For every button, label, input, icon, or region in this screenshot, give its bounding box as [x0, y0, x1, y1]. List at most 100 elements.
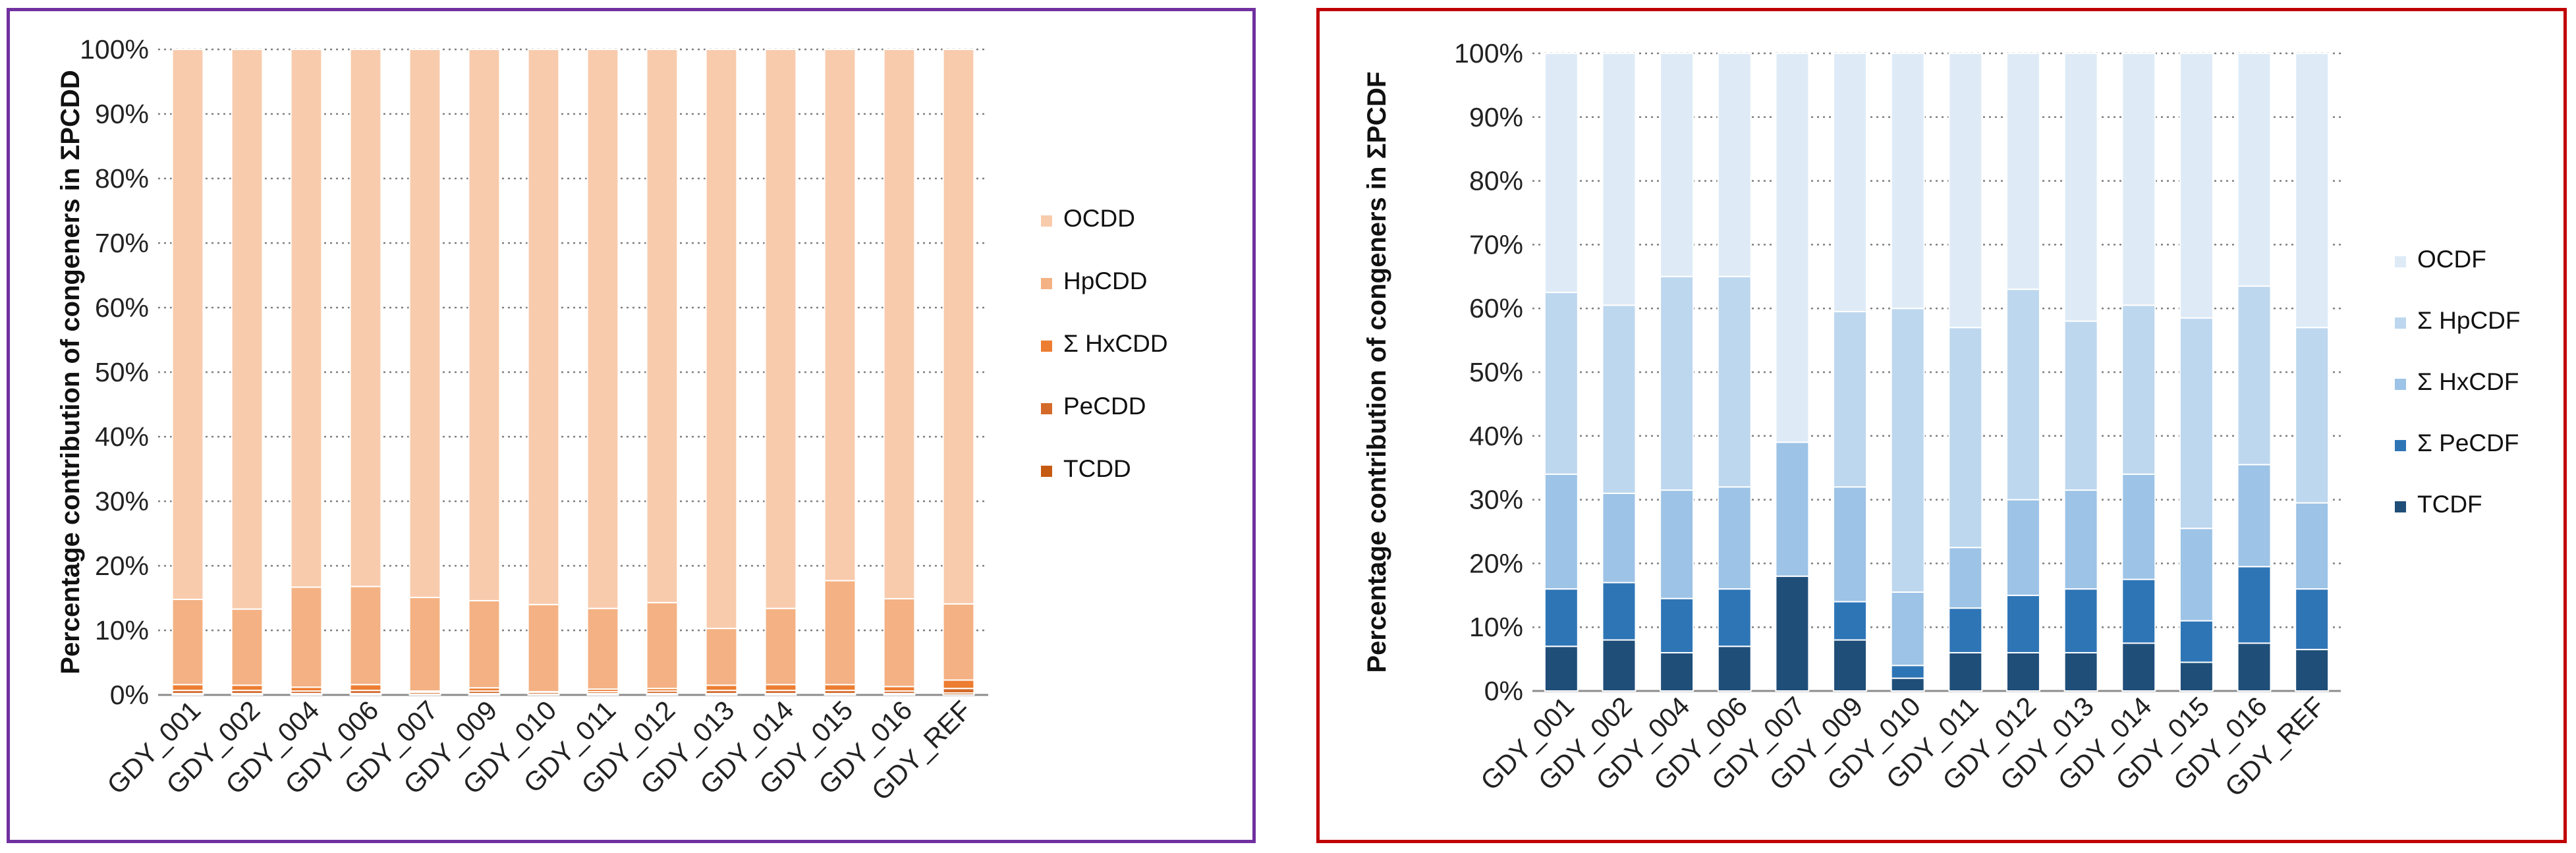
- y-tick-label: 70%: [1469, 229, 1523, 260]
- bar-segment-hpcdd: [764, 607, 797, 686]
- pcdf-chart-panel: 0% 10% 20% 30% 40% 50% 60% 70% 80% 90% 100% GDY_001…: [1316, 8, 2567, 843]
- legend-label: OCDD: [1063, 205, 1135, 232]
- bar-segment-ocdd: [290, 49, 323, 588]
- bar-segment-ocdf: [1833, 53, 1868, 313]
- y-tick-label: 30%: [95, 486, 149, 516]
- bar-segment-hxcdd: [231, 684, 264, 692]
- bar-segment-ocdd: [883, 49, 916, 599]
- bar-segment-hpcdf: [2295, 327, 2330, 504]
- bar-segment-ocdd: [646, 49, 679, 603]
- y-tick-label: 10%: [95, 615, 149, 646]
- y-tick-label: 100%: [1454, 38, 1523, 69]
- bar-segment-hpcdf: [1660, 275, 1694, 491]
- bar-segment-pecdf: [2237, 566, 2272, 644]
- bar-segment-hpcdf: [1948, 327, 1983, 549]
- bar-segment-hpcdd: [349, 586, 382, 686]
- bar-segment-hpcdf: [2237, 285, 2272, 466]
- bar-segment-hxcdf: [1775, 441, 1810, 577]
- bar-segment-tcdf: [2121, 642, 2156, 692]
- bar-segment-hpcdd: [942, 603, 975, 681]
- bar-segment-ocdf: [1717, 53, 1752, 277]
- legend-label: Σ HxCDF: [2417, 368, 2519, 395]
- bar-segment-hpcdf: [1833, 311, 1868, 488]
- legend-swatch-pecdd: [1041, 403, 1052, 414]
- bar-segment-hpcdd: [468, 599, 501, 689]
- bar-segment-ocdf: [2005, 53, 2040, 290]
- y-tick-label: 20%: [1469, 548, 1523, 578]
- bar-segment-hxcdd: [764, 684, 797, 692]
- bar-segment-ocdd: [468, 49, 501, 601]
- bar-segment-hpcdd: [527, 603, 560, 693]
- bar-segment-ocdd: [349, 49, 382, 588]
- bar-segment-hpcdf: [1602, 304, 1637, 494]
- legend-swatch-ocdf: [2395, 256, 2406, 267]
- legend-label: Σ HpCDF: [2417, 307, 2521, 334]
- y-tick-label: 80%: [1469, 166, 1523, 196]
- pcdd-chart-panel: 0% 10% 20% 30% 40% 50% 60% 70% 80% 90% 100% GDY_001…: [7, 8, 1256, 843]
- bar-segment-pecdf: [2121, 578, 2156, 644]
- legend-label: HpCDD: [1063, 267, 1147, 294]
- legend-swatch-hpcdd: [1041, 278, 1052, 289]
- y-tick-label: 90%: [95, 99, 149, 129]
- bar-segment-hxcdf: [2295, 502, 2330, 590]
- bar-segment-ocdf: [1775, 53, 1810, 443]
- legend-label: PeCDD: [1063, 393, 1146, 420]
- y-tick-label: 20%: [95, 551, 149, 581]
- y-tick-label: 100%: [80, 34, 149, 65]
- legend-swatch-hpcdf: [2395, 317, 2406, 329]
- legend-swatch-tcdd: [1041, 466, 1052, 477]
- bar-segment-ocdf: [2063, 53, 2098, 322]
- y-tick-label: 60%: [1469, 293, 1523, 323]
- pcdd-stacked-bar-chart: 0%10%20%30%40%50%60%70%80%90%100%GDY_001…: [56, 34, 1168, 806]
- bar-segment-ocdd: [942, 49, 975, 605]
- bar-segment-hxcdf: [1602, 492, 1637, 584]
- bar-segment-hpcdd: [290, 586, 323, 688]
- bar-segment-ocdf: [2295, 53, 2330, 329]
- pcdf-stacked-bar-chart: 0%10%20%30%40%50%60%70%80%90%100%GDY_001…: [1362, 38, 2521, 802]
- legend-swatch-hxcdd: [1041, 341, 1052, 352]
- legend-swatch-pecdf: [2395, 440, 2406, 451]
- bar-segment-tcdf: [1660, 651, 1694, 692]
- bar-segment-pecdf: [1660, 597, 1694, 653]
- bar-segment-hxcdf: [1890, 591, 1925, 667]
- bar-segment-hpcdf: [2063, 320, 2098, 491]
- bar-segment-tcdf: [2063, 651, 2098, 692]
- bar-segment-pecdf: [1948, 607, 1983, 653]
- bar-segment-pecdf: [2063, 588, 2098, 653]
- legend-label: OCDF: [2417, 246, 2486, 273]
- bar-segment-hxcdd: [171, 684, 204, 692]
- bar-segment-hpcdf: [1544, 292, 1579, 475]
- legend-label: TCDF: [2417, 491, 2482, 518]
- bar-segment-tcdf: [1948, 651, 1983, 692]
- bar-segment-pecdf: [2179, 620, 2214, 663]
- bar-segment-hxcdd: [705, 684, 738, 692]
- bar-segment-hpcdf: [2179, 317, 2214, 530]
- bar-segment-hxcdd: [883, 686, 916, 692]
- bar-segment-ocdd: [586, 49, 619, 609]
- y-tick-label: 40%: [95, 422, 149, 452]
- legend-swatch-ocdd: [1041, 215, 1052, 227]
- bar-segment-hpcdd: [408, 597, 441, 692]
- bar-segment-ocdf: [1544, 53, 1579, 293]
- bar-segment-hxcdd: [942, 679, 975, 690]
- bar-segment-pecdf: [1544, 588, 1579, 647]
- legend-label: Σ PeCDF: [2417, 429, 2519, 456]
- bar-segment-ocdf: [1948, 53, 1983, 329]
- bar-segment-pecdf: [2005, 594, 2040, 653]
- bar-segment-hpcdf: [1890, 308, 1925, 593]
- bar-segment-pecdf: [1890, 665, 1925, 679]
- bar-segment-hxcdd: [349, 684, 382, 692]
- bar-segment-pecdf: [2295, 588, 2330, 651]
- bar-segment-ocdd: [527, 49, 560, 605]
- bar-segment-hpcdd: [824, 580, 856, 686]
- y-axis-title: Percentage contribution of congeners in …: [56, 70, 85, 674]
- bar-segment-ocdf: [2121, 53, 2156, 306]
- bar-segment-tcdf: [1890, 677, 1925, 692]
- bar-segment-ocdd: [408, 49, 441, 599]
- bar-segment-hxcdf: [1717, 486, 1752, 590]
- y-axis-title: Percentage contribution of congeners in …: [1362, 72, 1391, 673]
- y-tick-label: 80%: [95, 163, 149, 194]
- bar-segment-tcdf: [1833, 639, 1868, 692]
- bar-segment-tcdf: [2237, 642, 2272, 692]
- bar-segment-tcdf: [2295, 649, 2330, 692]
